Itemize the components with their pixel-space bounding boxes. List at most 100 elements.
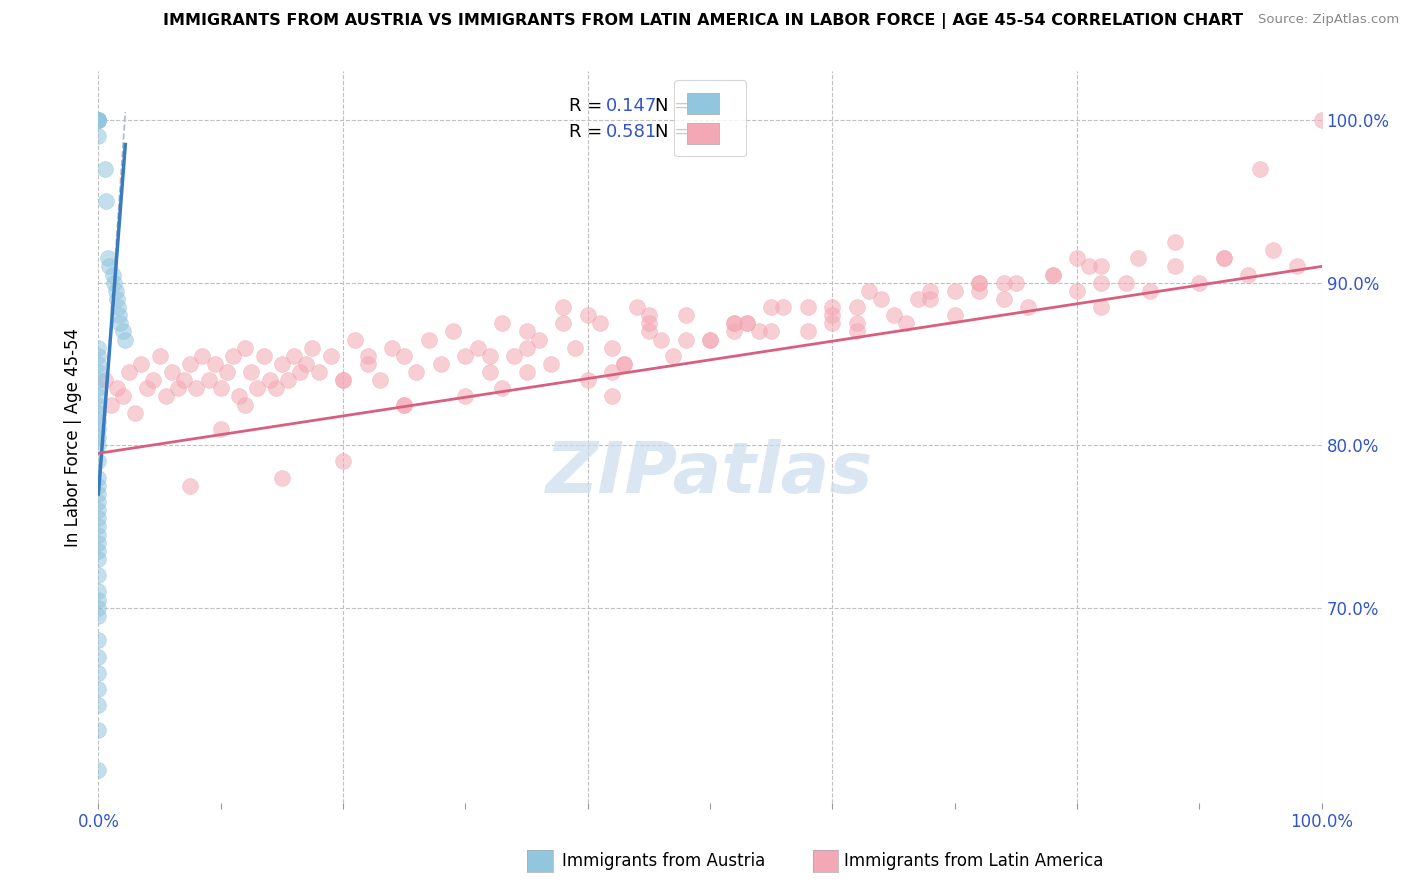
Point	[699, 333, 721, 347]
Point	[308, 365, 330, 379]
Point	[87, 365, 110, 379]
Point	[699, 333, 721, 347]
Point	[87, 608, 110, 623]
Point	[858, 284, 880, 298]
Point	[1004, 276, 1026, 290]
Point	[87, 406, 110, 420]
Point	[344, 333, 367, 347]
Point	[381, 341, 404, 355]
Text: Immigrants from Latin America: Immigrants from Latin America	[844, 852, 1102, 870]
Point	[967, 276, 990, 290]
Point	[87, 398, 110, 412]
Point	[1164, 260, 1187, 274]
Point	[155, 389, 177, 403]
Point	[356, 349, 378, 363]
Point	[1212, 252, 1234, 266]
Point	[246, 381, 269, 395]
Point	[392, 349, 416, 363]
Point	[1139, 284, 1161, 298]
Point	[87, 544, 110, 558]
Point	[1090, 300, 1112, 314]
Point	[553, 300, 575, 314]
Point	[101, 268, 124, 282]
Point	[111, 325, 134, 339]
Point	[332, 373, 354, 387]
Point	[252, 349, 274, 363]
Point	[515, 365, 537, 379]
Point	[638, 325, 661, 339]
Point	[600, 365, 623, 379]
Text: 144: 144	[686, 122, 720, 141]
Point	[589, 316, 612, 330]
Point	[107, 300, 129, 314]
Point	[967, 284, 990, 298]
Point	[87, 764, 110, 778]
Point	[87, 357, 110, 371]
Point	[638, 316, 661, 330]
Point	[270, 357, 294, 371]
Point	[650, 333, 672, 347]
Point	[761, 300, 783, 314]
Point	[87, 430, 110, 444]
Point	[87, 454, 110, 468]
Point	[108, 308, 131, 322]
Point	[105, 292, 128, 306]
Point	[553, 316, 575, 330]
Point	[845, 325, 868, 339]
Point	[1066, 252, 1088, 266]
Point	[87, 487, 110, 501]
Point	[515, 325, 537, 339]
Point	[87, 600, 110, 615]
Point	[503, 349, 526, 363]
Point	[319, 349, 342, 363]
Point	[907, 292, 929, 306]
Point	[87, 479, 110, 493]
Point	[87, 113, 110, 128]
Point	[87, 389, 110, 403]
Point	[87, 568, 110, 582]
Point	[1249, 161, 1271, 176]
Point	[967, 276, 990, 290]
Point	[515, 341, 537, 355]
Point	[1237, 268, 1260, 282]
Point	[240, 365, 263, 379]
Point	[993, 276, 1015, 290]
Point	[129, 357, 152, 371]
Point	[675, 308, 697, 322]
Point	[136, 381, 159, 395]
Text: IMMIGRANTS FROM AUSTRIA VS IMMIGRANTS FROM LATIN AMERICA IN LABOR FORCE | AGE 45: IMMIGRANTS FROM AUSTRIA VS IMMIGRANTS FR…	[163, 13, 1243, 29]
Point	[772, 300, 794, 314]
Point	[920, 292, 942, 306]
Point	[1066, 284, 1088, 298]
Point	[94, 194, 117, 209]
Point	[209, 422, 232, 436]
Point	[392, 398, 416, 412]
Point	[167, 381, 190, 395]
Point	[723, 316, 745, 330]
Point	[1090, 276, 1112, 290]
Point	[613, 357, 636, 371]
Point	[191, 349, 214, 363]
Text: N =: N =	[655, 122, 695, 141]
Point	[883, 308, 905, 322]
Point	[1042, 268, 1064, 282]
Point	[845, 300, 868, 314]
Point	[111, 389, 134, 403]
Point	[1212, 252, 1234, 266]
Point	[87, 527, 110, 541]
Point	[103, 276, 125, 290]
Point	[943, 284, 966, 298]
Point	[295, 357, 318, 371]
Point	[87, 503, 110, 517]
Point	[564, 341, 586, 355]
Point	[87, 633, 110, 648]
Point	[638, 308, 661, 322]
Point	[1078, 260, 1101, 274]
Point	[233, 341, 256, 355]
Point	[1188, 276, 1211, 290]
Text: 0.581: 0.581	[606, 122, 658, 141]
Point	[228, 389, 250, 403]
Point	[301, 341, 323, 355]
Point	[368, 373, 391, 387]
Point	[920, 284, 942, 298]
